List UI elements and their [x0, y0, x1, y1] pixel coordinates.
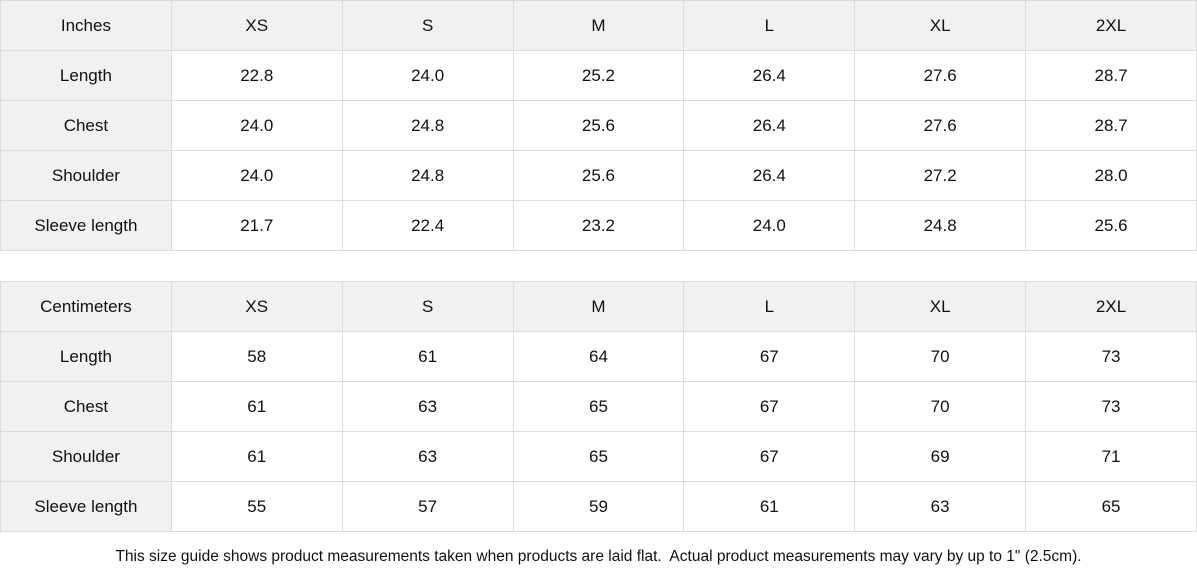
table-row: Sleeve length 55 57 59 61 63 65	[0, 481, 1197, 532]
size-header-cell: XS	[170, 0, 343, 51]
measurement-value-cell: 24.8	[341, 100, 514, 151]
measurement-value-cell: 28.0	[1025, 150, 1197, 201]
size-table-inches: Inches XS S M L XL 2XL Length 22.8 24.0 25.2 26.4 27…	[0, 0, 1197, 251]
measurement-value-cell: 26.4	[683, 100, 856, 151]
measurement-value-cell: 26.4	[683, 50, 856, 101]
measurement-value-cell: 61	[170, 381, 343, 432]
measurement-value-cell: 67	[683, 431, 856, 482]
size-header-cell: 2XL	[1025, 0, 1197, 51]
size-header-cell: XL	[854, 281, 1027, 332]
measurement-value-cell: 55	[170, 481, 343, 532]
measurement-value-cell: 65	[512, 431, 685, 482]
measurement-value-cell: 22.8	[170, 50, 343, 101]
measurement-value-cell: 69	[854, 431, 1027, 482]
measurement-value-cell: 27.6	[854, 50, 1027, 101]
measurement-value-cell: 65	[512, 381, 685, 432]
measurement-value-cell: 26.4	[683, 150, 856, 201]
measurement-value-cell: 57	[341, 481, 514, 532]
unit-label-cell: Inches	[0, 0, 172, 51]
measurement-value-cell: 67	[683, 331, 856, 382]
measurement-value-cell: 65	[1025, 481, 1197, 532]
measurement-value-cell: 24.0	[170, 100, 343, 151]
measurement-value-cell: 25.2	[512, 50, 685, 101]
section-gap	[0, 251, 1197, 281]
measurement-label-cell: Length	[0, 331, 172, 382]
measurement-value-cell: 58	[170, 331, 343, 382]
measurement-label-cell: Chest	[0, 381, 172, 432]
table-row: Length 22.8 24.0 25.2 26.4 27.6 28.7	[0, 50, 1197, 101]
size-guide-footer-note: This size guide shows product measuremen…	[0, 532, 1197, 582]
size-header-cell: L	[683, 0, 856, 51]
measurement-value-cell: 24.0	[170, 150, 343, 201]
table-row: Shoulder 61 63 65 67 69 71	[0, 431, 1197, 482]
size-header-cell: L	[683, 281, 856, 332]
measurement-value-cell: 23.2	[512, 200, 685, 251]
size-table-header-row: Inches XS S M L XL 2XL	[0, 0, 1197, 51]
table-row: Sleeve length 21.7 22.4 23.2 24.0 24.8 25.6	[0, 200, 1197, 251]
measurement-label-cell: Shoulder	[0, 150, 172, 201]
measurement-value-cell: 28.7	[1025, 50, 1197, 101]
size-header-cell: 2XL	[1025, 281, 1197, 332]
measurement-value-cell: 25.6	[1025, 200, 1197, 251]
measurement-value-cell: 21.7	[170, 200, 343, 251]
measurement-value-cell: 63	[341, 431, 514, 482]
measurement-value-cell: 25.6	[512, 150, 685, 201]
measurement-value-cell: 28.7	[1025, 100, 1197, 151]
measurement-value-cell: 67	[683, 381, 856, 432]
measurement-label-cell: Sleeve length	[0, 200, 172, 251]
size-header-cell: S	[341, 281, 514, 332]
measurement-label-cell: Sleeve length	[0, 481, 172, 532]
measurement-value-cell: 73	[1025, 331, 1197, 382]
unit-label-cell: Centimeters	[0, 281, 172, 332]
measurement-value-cell: 70	[854, 381, 1027, 432]
measurement-label-cell: Chest	[0, 100, 172, 151]
measurement-value-cell: 73	[1025, 381, 1197, 432]
measurement-label-cell: Shoulder	[0, 431, 172, 482]
measurement-value-cell: 24.0	[683, 200, 856, 251]
measurement-value-cell: 24.8	[854, 200, 1027, 251]
size-header-cell: S	[341, 0, 514, 51]
measurement-value-cell: 24.8	[341, 150, 514, 201]
table-row: Shoulder 24.0 24.8 25.6 26.4 27.2 28.0	[0, 150, 1197, 201]
table-row: Length 58 61 64 67 70 73	[0, 331, 1197, 382]
size-header-cell: XS	[170, 281, 343, 332]
size-header-cell: XL	[854, 0, 1027, 51]
measurement-value-cell: 27.2	[854, 150, 1027, 201]
table-row: Chest 61 63 65 67 70 73	[0, 381, 1197, 432]
measurement-value-cell: 22.4	[341, 200, 514, 251]
measurement-value-cell: 25.6	[512, 100, 685, 151]
size-header-cell: M	[512, 281, 685, 332]
table-row: Chest 24.0 24.8 25.6 26.4 27.6 28.7	[0, 100, 1197, 151]
size-table-header-row: Centimeters XS S M L XL 2XL	[0, 281, 1197, 332]
size-table-centimeters: Centimeters XS S M L XL 2XL Length 58 61 64 67 70 73 C…	[0, 281, 1197, 532]
size-header-cell: M	[512, 0, 685, 51]
measurement-value-cell: 63	[854, 481, 1027, 532]
measurement-value-cell: 61	[170, 431, 343, 482]
measurement-value-cell: 27.6	[854, 100, 1027, 151]
measurement-value-cell: 61	[683, 481, 856, 532]
measurement-value-cell: 63	[341, 381, 514, 432]
measurement-value-cell: 64	[512, 331, 685, 382]
measurement-value-cell: 24.0	[341, 50, 514, 101]
measurement-value-cell: 70	[854, 331, 1027, 382]
measurement-label-cell: Length	[0, 50, 172, 101]
measurement-value-cell: 59	[512, 481, 685, 532]
measurement-value-cell: 71	[1025, 431, 1197, 482]
measurement-value-cell: 61	[341, 331, 514, 382]
